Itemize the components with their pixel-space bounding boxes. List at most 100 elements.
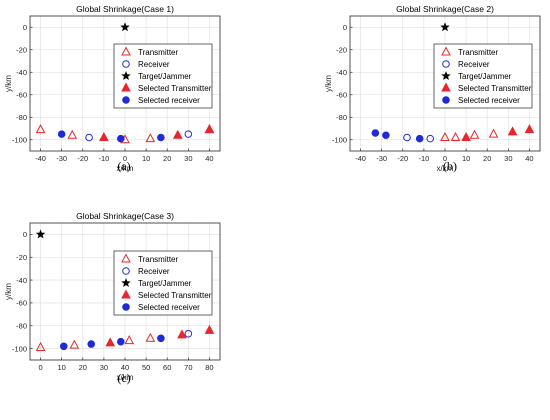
series-transmitter <box>440 128 499 141</box>
x-tick-label: 60 <box>163 363 171 372</box>
legend-label: Selected Transmitter <box>458 84 532 93</box>
legend-label: Target/Jammer <box>458 72 512 81</box>
chart-title: Global Shrinkage(Case 2) <box>396 4 494 14</box>
y-axis-label: y/km <box>4 75 13 92</box>
data-point <box>382 131 390 140</box>
data-point <box>35 229 46 239</box>
data-point <box>461 131 471 141</box>
x-tick-label: -20 <box>397 154 408 163</box>
data-point <box>69 339 80 349</box>
legend-label: Selected receiver <box>138 96 200 105</box>
data-point <box>440 131 450 141</box>
data-point <box>177 329 187 339</box>
x-tick-label: -30 <box>376 154 387 163</box>
x-tick-label: -40 <box>355 154 366 163</box>
chart-panel-1: -40 -30 -20 -10 0 10 20 30 400-20-40-60-80-100Gl… <box>4 4 221 173</box>
x-tick-label: 20 <box>483 154 491 163</box>
y-tick-label: -20 <box>336 45 347 54</box>
data-point <box>157 133 165 142</box>
y-tick-label: -80 <box>336 113 347 122</box>
legend-label: Selected Transmitter <box>138 291 212 300</box>
legend-label: Receiver <box>138 60 170 69</box>
series-receiver <box>403 133 435 143</box>
data-point <box>35 341 46 351</box>
series-transmitter <box>35 332 156 351</box>
series-target-jammer <box>35 229 46 239</box>
y-tick-label: -100 <box>12 344 27 353</box>
legend-marker <box>121 253 131 263</box>
data-point <box>105 337 116 347</box>
legend: Transmitter Receiver Target/Jammer Selected… <box>113 43 213 109</box>
data-point <box>204 324 215 334</box>
data-point <box>184 130 193 138</box>
y-axis-label: y/km <box>4 283 13 300</box>
legend: Transmitter Receiver Target/Jammer Selected… <box>433 43 533 109</box>
x-tick-label: -10 <box>98 154 109 163</box>
x-tick-label: 10 <box>57 363 65 372</box>
series-selected-transmitter <box>461 124 535 141</box>
x-tick-label: 40 <box>525 154 533 163</box>
legend-marker <box>121 70 131 81</box>
y-tick-label: -60 <box>336 90 347 99</box>
series-selected-receiver <box>371 129 424 143</box>
legend-marker <box>121 277 131 288</box>
legend-marker <box>121 82 131 92</box>
panel-caption: (c) <box>117 371 130 385</box>
legend-label: Selected receiver <box>458 96 520 105</box>
y-tick-label: 0 <box>23 23 27 32</box>
legend-marker <box>441 46 451 56</box>
data-point <box>450 131 461 141</box>
y-tick-label: -60 <box>16 299 27 308</box>
y-tick-label: -20 <box>16 45 27 54</box>
chart-panel-3: 0 10 20 30 40 50 60 70 80 0 -20 -40 -60 -80 -100 Global… <box>4 211 221 385</box>
x-tick-label: -20 <box>77 154 88 163</box>
data-point <box>184 329 193 338</box>
x-tick-label: -30 <box>56 154 67 163</box>
x-tick-label: 70 <box>184 363 192 372</box>
legend-label: Selected receiver <box>138 303 200 312</box>
data-point <box>507 126 518 136</box>
series-selected-receiver <box>57 130 165 143</box>
data-point <box>524 124 535 134</box>
data-point <box>124 335 135 345</box>
series-receiver <box>184 329 193 338</box>
x-tick-label: 40 <box>205 154 213 163</box>
legend-marker <box>441 70 451 81</box>
legend-label: Target/Jammer <box>138 72 192 81</box>
y-tick-label: 0 <box>23 230 27 239</box>
panel-caption: (a) <box>117 159 130 173</box>
x-tick-label: 20 <box>163 154 171 163</box>
legend-marker <box>122 96 130 104</box>
data-point <box>440 22 450 32</box>
legend: Transmitter Receiver Target/Jammer Selected… <box>113 250 213 316</box>
y-tick-label: -80 <box>16 113 27 122</box>
data-point <box>116 337 125 346</box>
data-point <box>99 131 109 141</box>
series-selected-transmitter <box>99 124 215 141</box>
x-axis-label: x/km <box>437 164 454 173</box>
x-tick-label: 50 <box>142 363 150 372</box>
legend-marker <box>442 96 450 104</box>
legend-marker <box>441 82 451 92</box>
panel-caption: (b) <box>443 159 457 173</box>
legend-marker <box>122 267 130 275</box>
legend-label: Target/Jammer <box>138 279 192 288</box>
y-tick-label: -40 <box>16 68 27 77</box>
x-tick-label: 0 <box>123 154 127 163</box>
legend-marker <box>121 289 131 299</box>
series-target-jammer <box>440 22 450 32</box>
data-point <box>172 129 183 139</box>
x-axis-label: x/km <box>117 164 134 173</box>
x-tick-label: 0 <box>38 363 42 372</box>
y-tick-label: -20 <box>16 253 27 262</box>
data-point <box>145 133 156 143</box>
data-point <box>35 124 46 134</box>
data-point <box>157 334 165 343</box>
chart-title: Global Shrinkage(Case 1) <box>76 4 174 14</box>
y-tick-label: -100 <box>332 135 347 144</box>
x-tick-label: 10 <box>142 154 150 163</box>
series-selected-transmitter <box>105 324 215 347</box>
x-axis-label: x/km <box>117 373 134 382</box>
legend-label: Transmitter <box>458 48 498 57</box>
